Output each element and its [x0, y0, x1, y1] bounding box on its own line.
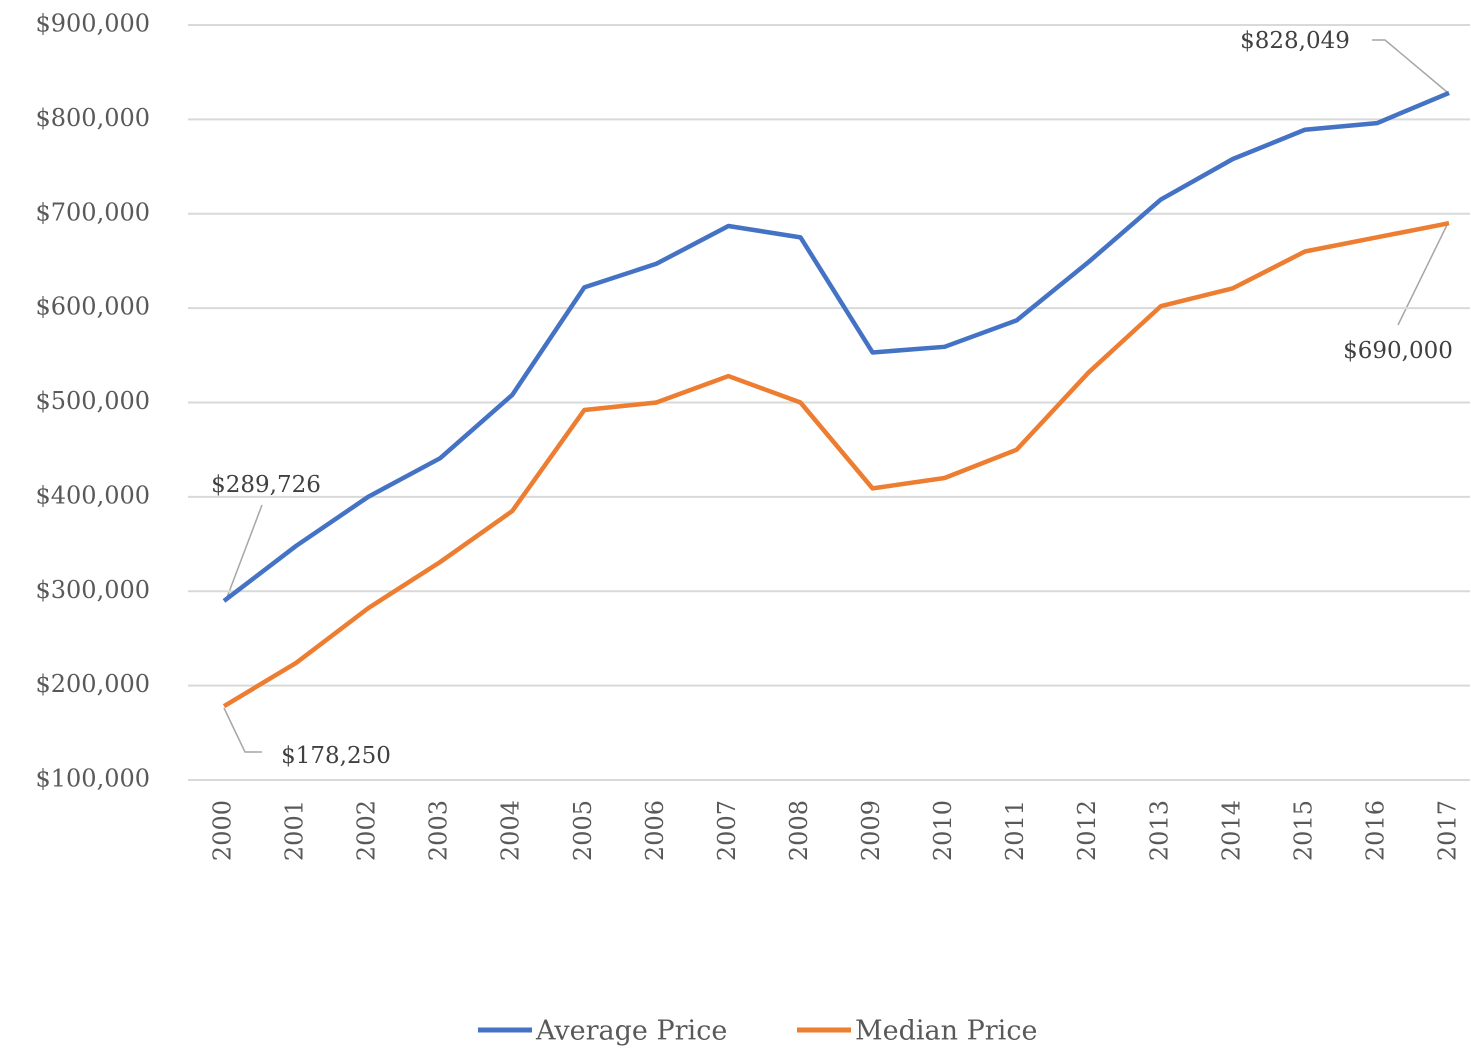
- line-series: [222, 220, 1450, 709]
- x-tick-label: 2000: [209, 800, 237, 861]
- x-tick-label: 2012: [1073, 800, 1101, 861]
- y-tick-label: $300,000: [35, 576, 150, 604]
- y-tick-label: $700,000: [35, 198, 150, 226]
- x-tick-label: 2014: [1217, 800, 1245, 861]
- x-tick-label: 2008: [785, 800, 813, 861]
- data-label: $690,000: [1343, 338, 1453, 364]
- x-tick-label: 2015: [1289, 800, 1317, 861]
- x-tick-label: 2004: [497, 800, 525, 861]
- data-label: $178,250: [281, 743, 391, 769]
- leader-line: [225, 504, 263, 601]
- y-tick-label: $500,000: [35, 387, 150, 415]
- x-tick-label: 2003: [425, 800, 453, 861]
- leader-line: [1372, 39, 1448, 93]
- x-tick-label: 2009: [857, 800, 885, 861]
- leader-line: [1397, 224, 1448, 326]
- line-series: [222, 90, 1450, 603]
- legend-label: Average Price: [535, 1016, 727, 1047]
- data-label: $289,726: [211, 472, 321, 498]
- x-tick-label: 2005: [569, 800, 597, 861]
- legend-label: Median Price: [855, 1016, 1037, 1047]
- x-tick-label: 2011: [1001, 800, 1029, 861]
- y-tick-label: $200,000: [35, 670, 150, 698]
- x-tick-label: 2010: [929, 800, 957, 861]
- y-tick-label: $900,000: [35, 10, 150, 38]
- plot: $100,000 $200,000 $300,000 $400,000 $500,000…: [35, 10, 1470, 861]
- x-tick-label: 2006: [641, 800, 669, 861]
- y-tick-label: $400,000: [35, 481, 150, 509]
- x-tick-label: 2001: [281, 800, 309, 861]
- x-tick-label: 2016: [1361, 800, 1389, 861]
- y-tick-label: $100,000: [35, 765, 150, 793]
- y-tick-label: $600,000: [35, 293, 150, 321]
- x-tick-label: 2017: [1434, 800, 1462, 861]
- data-label: $828,049: [1240, 28, 1350, 54]
- x-tick-label: 2013: [1145, 800, 1173, 861]
- x-tick-label: 2007: [713, 800, 741, 861]
- y-tick-label: $800,000: [35, 104, 150, 132]
- leader-line: [223, 707, 262, 753]
- x-tick-label: 2002: [353, 800, 381, 861]
